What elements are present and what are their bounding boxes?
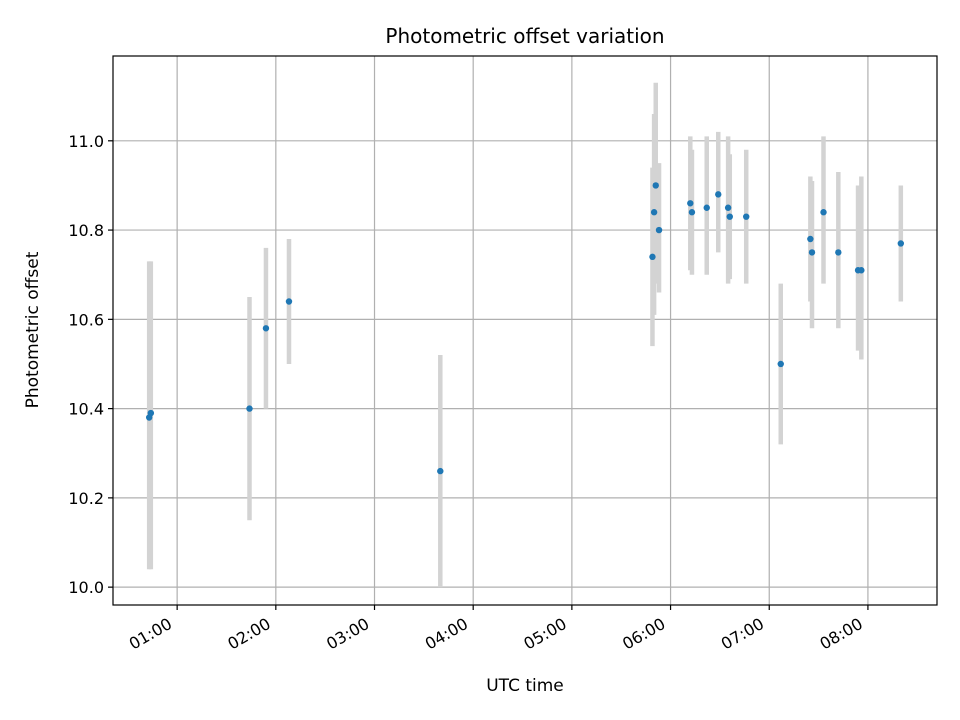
- y-axis-ticks: 10.0 10.2 10.4 10.6 10.8 11.0: [68, 132, 113, 597]
- data-point: [147, 409, 155, 417]
- data-point: [724, 204, 732, 211]
- y-tick-label: 10.2: [68, 489, 104, 508]
- data-point: [835, 249, 842, 256]
- plot-area-frame: [112, 55, 938, 606]
- data-point: [807, 235, 814, 243]
- data-point: [820, 209, 827, 216]
- data-point: [858, 267, 865, 274]
- y-tick-label: 10.8: [68, 221, 104, 240]
- data-point: [650, 209, 658, 216]
- x-axis-label: UTC time: [486, 676, 564, 696]
- data-point: [285, 298, 293, 305]
- data-point: [687, 200, 694, 207]
- data-point: [262, 325, 270, 332]
- data-point: [649, 253, 656, 261]
- y-axis-label: Photometric offset: [23, 251, 43, 408]
- data-point: [777, 360, 784, 368]
- data-point: [652, 182, 659, 189]
- data-point: [437, 467, 444, 475]
- y-tick-label: 10.6: [68, 310, 104, 329]
- data-points: [145, 182, 905, 475]
- data-point: [246, 405, 253, 412]
- y-tick-label: 10.4: [68, 400, 104, 419]
- data-point: [743, 213, 750, 220]
- data-point: [726, 213, 733, 220]
- data-point: [897, 240, 905, 247]
- data-point: [808, 249, 816, 256]
- data-point: [655, 226, 663, 234]
- y-tick-label: 10.0: [68, 578, 104, 597]
- data-point: [715, 191, 722, 198]
- data-point: [703, 204, 710, 211]
- y-tick-label: 11.0: [68, 132, 104, 151]
- chart-title: Photometric offset variation: [385, 24, 664, 48]
- data-point: [688, 209, 696, 216]
